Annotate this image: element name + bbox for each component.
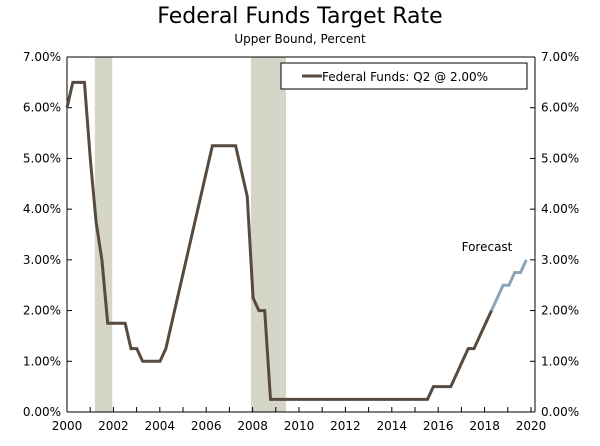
- x-tick-label: 2002: [98, 419, 129, 433]
- x-tick-label: 2012: [330, 419, 361, 433]
- x-tick-label: 2004: [145, 419, 176, 433]
- y-tick-label-left: 2.00%: [23, 304, 61, 318]
- federal-funds-line: [65, 80, 493, 401]
- y-tick-label-left: 4.00%: [23, 202, 61, 216]
- y-tick-label-right: 0.00%: [541, 405, 579, 419]
- y-tick-label-right: 3.00%: [541, 253, 579, 267]
- x-tick-label: 2006: [191, 419, 222, 433]
- x-tick-label: 2010: [284, 419, 315, 433]
- forecast-annotation: Forecast: [462, 240, 513, 254]
- chart-subtitle: Upper Bound, Percent: [234, 32, 366, 46]
- y-tick-label-left: 6.00%: [23, 101, 61, 115]
- y-tick-label-right: 5.00%: [541, 151, 579, 165]
- y-tick-label-right: 6.00%: [541, 101, 579, 115]
- y-tick-label-right: 1.00%: [541, 354, 579, 368]
- x-tick-label: 2020: [516, 419, 547, 433]
- y-tick-label-left: 7.00%: [23, 50, 61, 64]
- x-tick-label: 2018: [469, 419, 500, 433]
- chart-title: Federal Funds Target Rate: [157, 4, 443, 29]
- x-tick-label: 2014: [377, 419, 408, 433]
- y-tick-label-right: 4.00%: [541, 202, 579, 216]
- y-tick-label-left: 0.00%: [23, 405, 61, 419]
- y-tick-label-left: 5.00%: [23, 151, 61, 165]
- forecast-line: [490, 259, 528, 312]
- legend-label: Federal Funds: Q2 @ 2.00%: [322, 70, 488, 84]
- x-tick-label: 2008: [237, 419, 268, 433]
- y-tick-label-right: 2.00%: [541, 304, 579, 318]
- y-tick-label-left: 3.00%: [23, 253, 61, 267]
- y-tick-label-left: 1.00%: [23, 354, 61, 368]
- y-tick-label-right: 7.00%: [541, 50, 579, 64]
- x-tick-label: 2016: [423, 419, 454, 433]
- x-tick-label: 2000: [52, 419, 83, 433]
